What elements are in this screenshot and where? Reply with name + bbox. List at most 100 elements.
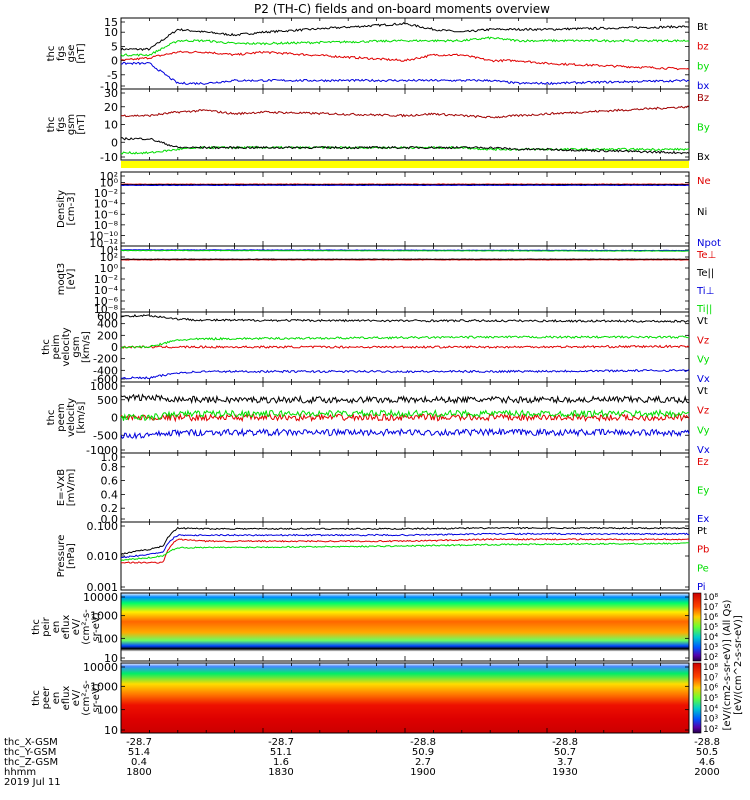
y-axis-label: [eV]: [66, 269, 77, 290]
x-axis-value: 50.5: [696, 747, 718, 758]
y-tick-label: 10⁻⁶: [94, 295, 119, 308]
colorbar-tick-label: 10⁵: [703, 623, 718, 633]
y-tick-label: 1000: [90, 680, 118, 693]
legend-entry: Pt: [697, 526, 707, 537]
y-axis-label: fgs: [56, 117, 67, 132]
y-axis-label: (cm²-s-: [81, 609, 92, 645]
series-npot-line: [120, 184, 690, 187]
y-axis-label: eflux: [61, 615, 72, 640]
y-axis-label: thc: [31, 690, 42, 706]
y-tick-label: 400: [97, 318, 118, 331]
y-tick-label: 10⁻¹²: [89, 237, 118, 250]
panel-frame: [120, 171, 690, 247]
series-bx-line: [120, 137, 690, 155]
legend-entry: Ne: [697, 176, 711, 187]
y-tick-label: 10: [104, 652, 118, 665]
y-axis-label: peim: [51, 334, 62, 359]
colorbar-tick-label: 10⁶: [703, 684, 718, 694]
legend-entry: Vt: [697, 316, 708, 327]
x-axis-row-label: thc_Y-GSM: [4, 747, 56, 758]
x-axis-value: 1930: [552, 767, 577, 778]
colorbar-tick-label: 10³: [703, 715, 718, 725]
y-tick-label: 10²: [100, 251, 118, 264]
y-axis-label: Density: [56, 190, 67, 228]
y-tick-label: 10⁻¹⁰: [89, 229, 118, 242]
y-tick-label: 10⁻⁴: [94, 284, 119, 297]
series-vt-line: [120, 314, 690, 323]
y-tick-label: 15: [104, 16, 118, 29]
y-tick-label: 30: [104, 87, 118, 100]
x-axis-value: 51.4: [128, 747, 150, 758]
colorbar-label-overlap: [eV/(cm^2-s-sr-eV)]: [733, 615, 744, 715]
y-tick-label: 0.010: [87, 550, 119, 563]
colorbar-tick-label: 10⁴: [703, 633, 718, 643]
x-axis-value: 0.4: [131, 757, 147, 768]
y-axis-label: thc: [31, 619, 42, 635]
panel-8: 0.100 0.010 0.001 Pressure [nPa] Pt Pb Pe Pi: [56, 520, 709, 594]
legend-entry: by: [697, 61, 709, 72]
y-axis-label: en: [51, 621, 62, 634]
x-axis-row-label: thc_Z-GSM: [4, 757, 58, 768]
series-pt-line: [120, 526, 690, 556]
series-bz-line: [120, 50, 690, 71]
colorbar-tick-label: 10²: [703, 725, 718, 735]
y-tick-label: 10: [104, 26, 118, 39]
legend-entry: By: [697, 123, 710, 134]
legend-entry: Vx: [697, 374, 710, 385]
y-tick-label: 10⁻⁶: [94, 208, 119, 221]
x-axis-value: 50.7: [554, 747, 576, 758]
x-axis-value: 50.9: [412, 747, 434, 758]
x-axis-value: -28.8: [552, 737, 578, 748]
y-tick-label: 10²: [100, 170, 118, 183]
x-axis-value: -28.8: [694, 737, 720, 748]
y-tick-label: 10⁻²: [94, 187, 118, 200]
y-axis-label: E=-VxB: [56, 469, 67, 506]
colorbar-tick-label: 10³: [703, 643, 718, 653]
y-axis-label: thc: [46, 117, 57, 133]
y-tick-label: 5: [111, 40, 118, 53]
legend-entry: Ex: [697, 514, 709, 525]
y-axis-label: gse: [66, 45, 77, 63]
x-axis-value: 2000: [694, 767, 719, 778]
y-tick-label: 1000: [90, 380, 118, 393]
colorbar-label: [eV/(cm2-s-sr-eV)] (All Qs): [722, 599, 733, 730]
y-axis-label: (cm²-s-: [81, 680, 92, 716]
y-tick-label: 0: [111, 136, 118, 149]
y-axis-label: velocity: [61, 327, 72, 366]
y-tick-label: 0.001: [87, 581, 119, 594]
y-tick-label: -10: [100, 80, 118, 93]
y-tick-label: 100: [97, 632, 118, 645]
colorbar: [692, 592, 702, 662]
y-axis-label: [cm-3]: [66, 192, 77, 225]
legend-entry: Te⊥: [696, 250, 716, 261]
y-axis-label: sr-eV): [91, 612, 102, 641]
y-axis-label: gsm: [66, 114, 77, 135]
legend-entry: Ez: [697, 457, 709, 468]
y-tick-label: 10⁻⁸: [94, 219, 119, 232]
y-tick-label: 10: [104, 119, 118, 132]
x-axis-value: -28.7: [268, 737, 294, 748]
y-tick-label: -1000: [86, 444, 118, 457]
legend-entry: Vy: [697, 425, 710, 436]
y-axis-label: [nT]: [76, 114, 87, 134]
panel-7: 1.00.80.60.40.20.0 E=-VxB [mV/m] Ez Ey Ex: [56, 451, 709, 526]
x-axis-value: 51.1: [270, 747, 292, 758]
panel-frame: [120, 245, 690, 313]
colorbar-tick-label: 10⁷: [703, 673, 718, 683]
colorbar-tick-label: 10⁸: [703, 663, 718, 673]
y-tick-label: -200: [93, 353, 118, 366]
legend-entry: Bz: [697, 93, 709, 104]
legend-entry: Vz: [697, 335, 709, 346]
y-axis-label: velocity: [66, 398, 77, 437]
y-tick-label: 0.6: [101, 475, 119, 488]
y-tick-label: 0.2: [101, 502, 119, 515]
legend-entry: Ti⊥: [696, 286, 714, 297]
legend-entry: Vz: [697, 406, 709, 417]
